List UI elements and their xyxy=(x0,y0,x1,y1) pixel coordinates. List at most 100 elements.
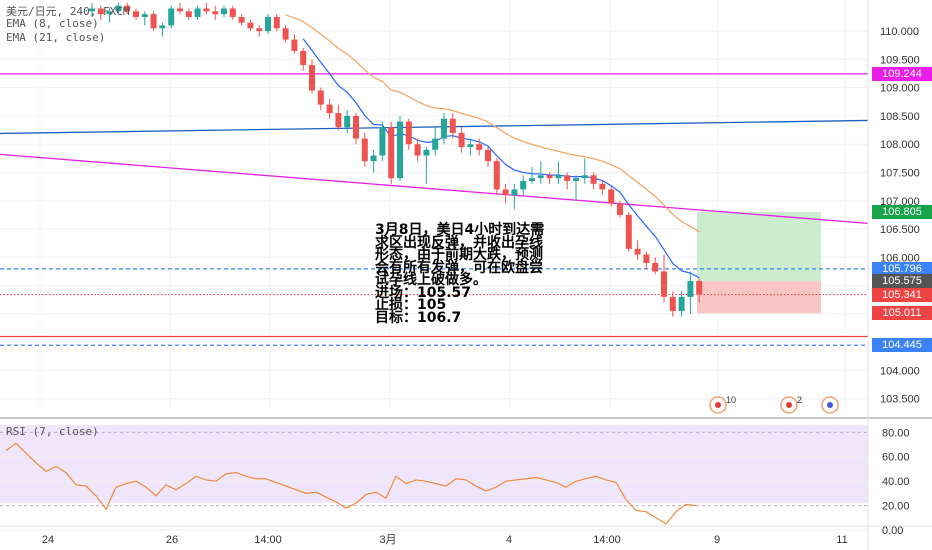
candle-body[interactable] xyxy=(423,149,430,156)
price-tick-label: 107.500 xyxy=(880,167,920,179)
candle-body[interactable] xyxy=(221,8,227,15)
position-target-zone xyxy=(697,211,821,282)
candle-body[interactable] xyxy=(696,281,703,295)
candle-body[interactable] xyxy=(353,115,359,139)
candle-body[interactable] xyxy=(133,11,139,17)
trade-annotation[interactable]: 3月8日，美日4小时到达需 求区出现反弹，并收出孕线 形态，由于前期大跌，预测 … xyxy=(375,223,590,324)
price-tick-label: 103.500 xyxy=(880,394,920,406)
candle-body[interactable] xyxy=(643,254,650,263)
candle-body[interactable] xyxy=(370,155,377,162)
candle-body[interactable] xyxy=(309,65,315,91)
price-tick-label: 109.500 xyxy=(880,54,920,66)
candle-body[interactable] xyxy=(458,132,465,148)
candles[interactable] xyxy=(89,2,703,317)
price-tick-label: 109.000 xyxy=(880,83,920,95)
candle-body[interactable] xyxy=(97,8,104,15)
candle-body[interactable] xyxy=(229,8,236,17)
candle-body[interactable] xyxy=(573,178,579,181)
candle-body[interactable] xyxy=(617,203,623,215)
time-tick-label: 4 xyxy=(506,534,512,546)
candle-body[interactable] xyxy=(537,175,544,179)
candle-body[interactable] xyxy=(678,296,685,312)
candle-body[interactable] xyxy=(449,118,456,133)
candle-body[interactable] xyxy=(520,180,527,190)
candle-body[interactable] xyxy=(300,50,307,66)
candle-body[interactable] xyxy=(115,5,122,12)
candle-body[interactable] xyxy=(177,8,183,12)
event-count-label: 10 xyxy=(726,395,736,405)
candle-body[interactable] xyxy=(441,118,447,139)
candle-body[interactable] xyxy=(687,281,694,297)
time-tick-label: 14:00 xyxy=(593,534,621,546)
annotation-line: 形态，由于前期大跌，预测 xyxy=(375,247,543,263)
candle-body[interactable] xyxy=(625,214,632,249)
candle-body[interactable] xyxy=(247,22,254,29)
candle-body[interactable] xyxy=(634,248,641,255)
candle-body[interactable] xyxy=(282,28,289,40)
candle-body[interactable] xyxy=(564,175,571,181)
candle-body[interactable] xyxy=(344,115,351,128)
price-tag: 105.575 xyxy=(872,274,932,289)
annotation-line: 会有所有发弹，可在欧盘尝 xyxy=(375,259,543,276)
rsi-tick-label: 60.00 xyxy=(882,452,910,464)
candle-body[interactable] xyxy=(317,90,324,105)
ema21-legend[interactable]: EMA (21, close) xyxy=(6,31,106,44)
event-icons[interactable]: 10 2 xyxy=(709,395,839,414)
price-tag: 109.244 xyxy=(872,66,932,81)
candle-body[interactable] xyxy=(194,8,201,17)
time-tick-label: 14:00 xyxy=(254,534,282,546)
candle-body[interactable] xyxy=(124,5,131,12)
candle-body[interactable] xyxy=(581,175,588,179)
candle-body[interactable] xyxy=(106,11,113,15)
candle-body[interactable] xyxy=(291,39,298,51)
candle-body[interactable] xyxy=(335,113,342,128)
candle-body[interactable] xyxy=(212,11,219,15)
trend-line[interactable] xyxy=(0,119,869,135)
price-tick-label: 108.500 xyxy=(880,111,920,123)
candle-body[interactable] xyxy=(467,144,474,148)
candle-body[interactable] xyxy=(502,189,509,196)
candle-body[interactable] xyxy=(546,175,553,179)
trend-line[interactable] xyxy=(0,153,869,225)
candle-body[interactable] xyxy=(159,25,166,29)
position-stop-zone xyxy=(697,281,821,314)
candle-body[interactable] xyxy=(590,175,597,184)
candle-body[interactable] xyxy=(414,144,421,156)
candle-body[interactable] xyxy=(185,11,192,17)
candle-body[interactable] xyxy=(661,271,667,297)
candle-body[interactable] xyxy=(476,144,483,150)
candle-body[interactable] xyxy=(529,178,535,181)
candle-body[interactable] xyxy=(652,262,659,272)
candle-body[interactable] xyxy=(379,127,386,156)
candle-body[interactable] xyxy=(273,16,280,29)
candle-body[interactable] xyxy=(326,104,333,114)
candle-body[interactable] xyxy=(265,16,271,32)
candle-body[interactable] xyxy=(511,189,518,196)
candle-body[interactable] xyxy=(141,14,148,17)
candle-body[interactable] xyxy=(669,296,676,312)
candle-body[interactable] xyxy=(203,8,210,12)
candle-body[interactable] xyxy=(238,16,245,23)
symbol-legend[interactable]: 美元/日元, 240, FXCM xyxy=(6,5,130,18)
candle-body[interactable] xyxy=(361,138,368,162)
candle-body[interactable] xyxy=(168,8,175,26)
candle-body[interactable] xyxy=(555,175,562,179)
ema8-line xyxy=(302,38,700,279)
candle-body[interactable] xyxy=(150,14,157,29)
candle-body[interactable] xyxy=(89,8,95,12)
candle-body[interactable] xyxy=(256,28,263,32)
candle-body[interactable] xyxy=(397,121,403,179)
ema8-legend[interactable]: EMA (8, close) xyxy=(6,17,99,30)
rsi-legend[interactable]: RSI (7, close) xyxy=(6,425,99,438)
candle-body[interactable] xyxy=(485,149,491,162)
price-tag: 105.796 xyxy=(872,261,932,276)
candle-body[interactable] xyxy=(388,127,395,179)
candle-body[interactable] xyxy=(608,189,615,204)
candle-body[interactable] xyxy=(405,121,412,145)
time-tick-label: 26 xyxy=(166,534,178,546)
candle-body[interactable] xyxy=(599,183,606,190)
candle-body[interactable] xyxy=(493,161,500,190)
horizontal-lines xyxy=(0,73,868,346)
candle-body[interactable] xyxy=(432,138,439,150)
rsi-tick-label: 0.00 xyxy=(882,525,903,537)
